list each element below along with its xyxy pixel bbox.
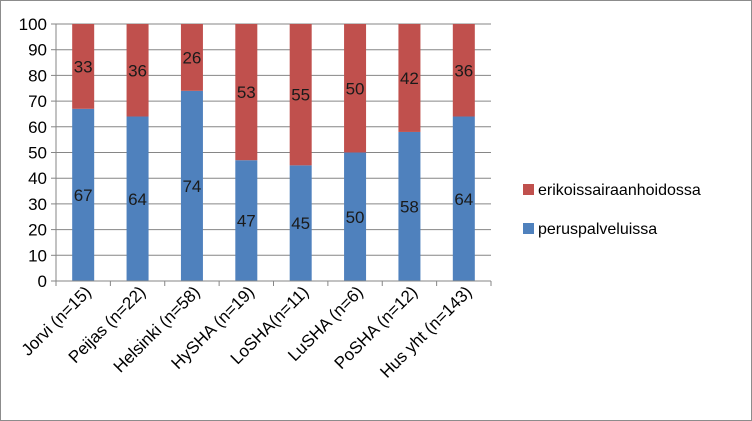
y-tick-label: 30 — [28, 195, 47, 214]
data-label: 58 — [400, 197, 419, 216]
bar-segment-peruspalveluissa — [344, 152, 367, 281]
bar-segment-erikoissairaanhoidossa — [452, 24, 475, 117]
bar-segment-peruspalveluissa — [452, 116, 475, 282]
data-label: 67 — [74, 186, 93, 205]
data-label: 53 — [237, 83, 256, 102]
bar-segment-peruspalveluissa — [235, 160, 258, 281]
bar-segment-erikoissairaanhoidossa — [72, 24, 95, 109]
y-tick-label: 70 — [28, 92, 47, 111]
data-label: 33 — [74, 57, 93, 76]
bar-segment-peruspalveluissa — [180, 90, 203, 281]
legend-label: erikoissairaanhoidossa — [538, 182, 701, 199]
data-label: 64 — [454, 190, 473, 209]
y-tick-label: 20 — [28, 221, 47, 240]
data-label: 55 — [291, 86, 310, 105]
bar-segment-peruspalveluissa — [398, 131, 421, 281]
data-label: 50 — [346, 208, 365, 227]
x-category-label: Hus yht (n=143) — [376, 282, 475, 381]
data-label: 50 — [346, 79, 365, 98]
y-tick-label: 40 — [28, 169, 47, 188]
data-label: 42 — [400, 69, 419, 88]
bar-segment-peruspalveluissa — [72, 108, 95, 281]
data-label: 74 — [182, 177, 201, 196]
y-tick-label: 100 — [19, 15, 47, 34]
bar-segment-erikoissairaanhoidossa — [289, 24, 312, 166]
bars — [72, 24, 475, 282]
legend-swatch — [523, 223, 534, 234]
data-label: 36 — [454, 61, 473, 80]
data-label: 26 — [182, 48, 201, 67]
bar-segment-erikoissairaanhoidossa — [235, 24, 258, 161]
data-label: 45 — [291, 214, 310, 233]
y-tick-label: 0 — [38, 272, 47, 291]
bar-segment-erikoissairaanhoidossa — [398, 24, 421, 132]
legend: erikoissairaanhoidossa peruspalveluissa — [523, 182, 701, 238]
bar-segment-erikoissairaanhoidossa — [344, 24, 367, 153]
data-labels: 67 33 64 36 74 26 47 53 45 55 50 50 58 42 64 36 — [74, 48, 474, 233]
y-tick-label: 90 — [28, 41, 47, 60]
y-tick-label: 50 — [28, 144, 47, 163]
y-tick-label: 80 — [28, 66, 47, 85]
y-tick-label: 10 — [28, 246, 47, 265]
data-label: 64 — [128, 190, 147, 209]
bar-segment-erikoissairaanhoidossa — [180, 24, 203, 91]
legend-swatch — [523, 184, 534, 195]
y-tick-label: 60 — [28, 118, 47, 137]
gridlines — [56, 23, 491, 282]
data-label: 36 — [128, 61, 147, 80]
data-label: 47 — [237, 212, 256, 231]
legend-label: peruspalveluissa — [538, 221, 657, 238]
bar-segment-erikoissairaanhoidossa — [126, 24, 149, 117]
bar-segment-peruspalveluissa — [289, 165, 312, 281]
bar-segment-peruspalveluissa — [126, 116, 149, 282]
